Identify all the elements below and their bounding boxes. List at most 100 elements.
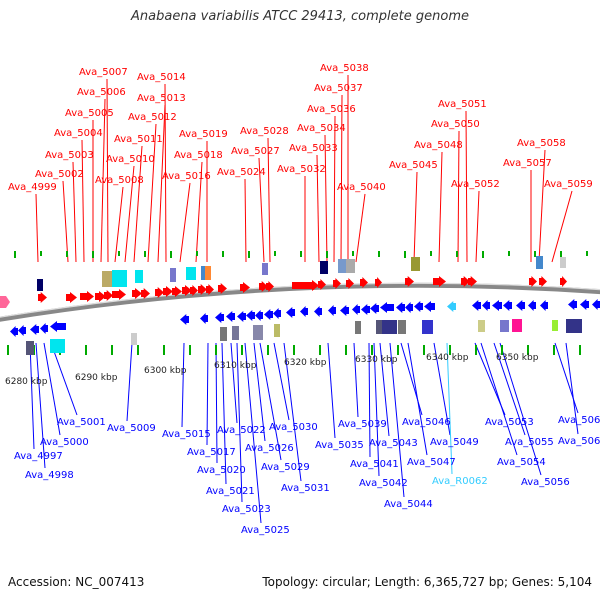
gene-label-Ava_5053: Ava_5053 (485, 417, 534, 428)
leader-line-Ava_4997 (29, 342, 35, 450)
forward-gene-arrow (218, 283, 227, 294)
feature-box (186, 267, 196, 280)
leader-line-Ava_5007 (106, 78, 109, 263)
forward-gene-arrow (266, 281, 274, 292)
gene-label-Ava_5029: Ava_5029 (261, 462, 310, 473)
feature-box (560, 257, 566, 268)
gene-label-Ava_5014: Ava_5014 (137, 72, 186, 83)
feature-box (512, 319, 522, 332)
feature-box (232, 326, 239, 340)
leader-line-Ava_5051 (465, 110, 468, 263)
leader-line-Ava_5058 (538, 149, 546, 263)
leader-line-Ava_5040 (355, 193, 366, 263)
gene-label-Ava_5003: Ava_5003 (45, 150, 94, 161)
leader-line-Ava_5028 (267, 137, 271, 263)
feature-box (220, 327, 227, 341)
gene-label-Ava_5040: Ava_5040 (337, 182, 386, 193)
gene-label-Ava_5019: Ava_5019 (179, 129, 228, 140)
leader-line-Ava_5011 (133, 145, 143, 263)
leader-line-Ava_5036 (333, 115, 336, 263)
leader-line-Ava_5023 (236, 342, 243, 503)
reverse-gene-arrow (352, 304, 360, 315)
leader-line-Ava_5035 (327, 342, 336, 439)
gene-label-Ava_5025: Ava_5025 (241, 525, 290, 536)
reverse-gene-arrow (264, 309, 273, 320)
forward-gene-arrow (259, 281, 268, 292)
forward-gene-arrow (461, 276, 470, 287)
gene-label-Ava_5058: Ava_5058 (517, 138, 566, 149)
gene-label-Ava_5041: Ava_5041 (350, 459, 399, 470)
gene-label-Ava_4997: Ava_4997 (14, 451, 63, 462)
gene-label-Ava_5007: Ava_5007 (79, 67, 128, 78)
gene-label-Ava_5030: Ava_5030 (269, 422, 318, 433)
gene-label-Ava_5020: Ava_5020 (197, 465, 246, 476)
gene-label-Ava_R0062: Ava_R0062 (432, 476, 488, 487)
leader-line-Ava_5045 (413, 171, 418, 263)
leader-line-Ava_5041 (368, 342, 371, 458)
reverse-gene-arrow (405, 302, 413, 313)
leader-line-Ava_5029 (259, 342, 282, 461)
gene-label-Ava_5016: Ava_5016 (162, 171, 211, 182)
leader-line-Ava_5060 (554, 342, 579, 414)
gene-label-Ava_5017: Ava_5017 (187, 447, 236, 458)
gene-label-Ava_5050: Ava_5050 (431, 119, 480, 130)
feature-box (338, 259, 346, 273)
leader-line-Ava_5009 (126, 342, 133, 422)
forward-gene-arrow (560, 276, 567, 287)
forward-gene-arrow (141, 288, 150, 299)
reverse-gene-arrow (472, 300, 481, 311)
forward-gene-arrow (163, 286, 173, 297)
gene-label-Ava_5031: Ava_5031 (281, 483, 330, 494)
scale-label-6290: 6290 kbp (75, 373, 118, 383)
forward-gene-arrow (66, 292, 77, 303)
gene-label-Ava_5046: Ava_5046 (402, 417, 451, 428)
feature-box (346, 259, 355, 273)
leader-line-Ava_5042 (373, 342, 380, 477)
scale-label-6310: 6310 kbp (214, 361, 257, 371)
gene-label-Ava_5002: Ava_5002 (35, 169, 84, 180)
gene-label-Ava_4998: Ava_4998 (25, 470, 74, 481)
forward-gene-arrow (172, 286, 182, 297)
scale-label-6280: 6280 kbp (5, 377, 48, 387)
feature-box (37, 279, 43, 291)
feature-box (478, 320, 485, 332)
leader-line-Ava_5026 (253, 342, 266, 442)
gene-label-Ava_5011: Ava_5011 (114, 134, 163, 145)
reverse-gene-arrow (50, 321, 66, 332)
gene-label-Ava_5033: Ava_5033 (289, 143, 338, 154)
gene-label-Ava_5009: Ava_5009 (107, 423, 156, 434)
leader-line-Ava_5050 (457, 130, 460, 263)
leader-line-Ava_5059 (551, 190, 573, 263)
leader-line-Ava_5039 (353, 342, 359, 418)
leader-line-Ava_5054 (480, 342, 518, 456)
reverse-gene-arrow (200, 313, 208, 324)
forward-gene-arrow (38, 292, 47, 303)
leader-line-Ava_5001 (50, 342, 78, 416)
feature-box (552, 320, 558, 331)
reverse-gene-arrow (246, 310, 255, 321)
gene-label-Ava_5051: Ava_5051 (438, 99, 487, 110)
leader-line-Ava_4999 (35, 193, 39, 263)
leader-line-Ava_5020 (215, 342, 218, 464)
gene-label-Ava_5026: Ava_5026 (245, 443, 294, 454)
leader-line-Ava_5062 (565, 342, 579, 435)
feature-box (274, 324, 280, 337)
leader-line-Ava_5025 (244, 342, 262, 524)
reverse-gene-arrow (580, 299, 589, 310)
leader-line-Ava_5037 (340, 94, 343, 263)
reverse-gene-arrow (414, 301, 423, 312)
gene-label-Ava_5034: Ava_5034 (297, 123, 346, 134)
leader-line-Ava_5012 (147, 123, 157, 263)
feature-box (102, 271, 112, 287)
genome-stats: Topology: circular; Length: 6,365,727 bp… (262, 575, 592, 589)
reverse-gene-arrow (314, 306, 322, 317)
feature-box (262, 263, 268, 275)
gene-label-Ava_5043: Ava_5043 (369, 438, 418, 449)
feature-box (411, 257, 420, 271)
feature-box (566, 319, 582, 333)
feature-box (201, 266, 206, 280)
forward-gene-arrow (104, 290, 113, 301)
leader-line-Ava_4998 (35, 342, 46, 469)
forward-gene-arrow (375, 277, 382, 288)
